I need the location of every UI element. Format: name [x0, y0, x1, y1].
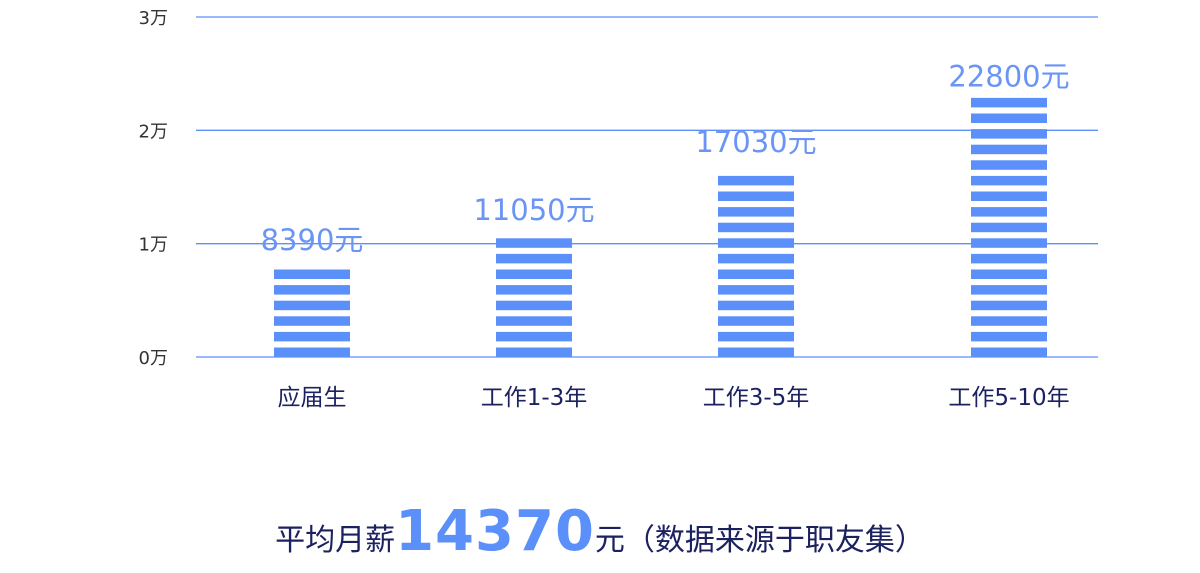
bar — [718, 175, 794, 357]
data-label: 8390元 — [261, 223, 364, 257]
bar-stripe — [718, 300, 794, 311]
data-label: 17030元 — [695, 125, 816, 159]
x-category-label: 工作5-10年 — [948, 385, 1069, 411]
bar-stripe — [496, 316, 572, 326]
bar-stripe — [496, 331, 572, 342]
bar-stripe — [971, 253, 1047, 264]
bar-stripe — [971, 144, 1047, 155]
bar-stripe — [718, 285, 794, 295]
bar-stripe — [971, 191, 1047, 201]
x-category-label: 应届生 — [278, 385, 347, 411]
bar-stripe — [971, 207, 1047, 217]
bar-stripe — [274, 300, 350, 311]
footer-suffix: 元（数据来源于职友集） — [594, 523, 925, 558]
y-tick-label: 2万 — [139, 121, 168, 142]
bar-stripe — [971, 300, 1047, 311]
bar-stripe — [971, 316, 1047, 326]
bar-stripe — [718, 331, 794, 342]
bar-stripe — [718, 269, 794, 279]
bar-stripe — [274, 316, 350, 326]
bar-stripe — [971, 331, 1047, 342]
bar-stripe — [971, 97, 1047, 108]
average-salary-note: 平均月薪14370元（数据来源于职友集） — [0, 500, 1200, 573]
bar-stripe — [971, 113, 1047, 123]
footer-prefix: 平均月薪 — [275, 523, 396, 558]
bar-stripe — [496, 347, 572, 357]
y-tick-label: 1万 — [139, 235, 168, 256]
bar-stripe — [971, 129, 1047, 139]
bar-stripe — [718, 222, 794, 233]
bar-stripe — [971, 238, 1047, 248]
bar-stripe — [274, 269, 350, 279]
bar-stripe — [971, 269, 1047, 279]
bar — [496, 238, 572, 357]
bar — [971, 97, 1047, 357]
bar-stripe — [274, 331, 350, 342]
bar-stripe — [718, 175, 794, 186]
x-category-label: 工作3-5年 — [703, 385, 810, 411]
bar-stripe — [971, 222, 1047, 233]
x-category-label: 工作1-3年 — [481, 385, 588, 411]
bar-stripe — [718, 347, 794, 357]
bar-stripe — [496, 238, 572, 248]
bar-stripe — [496, 253, 572, 264]
bar-stripe — [496, 300, 572, 311]
average-salary-amount: 14370 — [395, 499, 595, 564]
bar-stripe — [718, 253, 794, 264]
bar-stripe — [718, 191, 794, 201]
y-tick-label: 3万 — [139, 8, 168, 29]
bar-stripe — [971, 160, 1047, 170]
bar-stripe — [496, 285, 572, 295]
bar-stripe — [496, 269, 572, 279]
bar-stripe — [718, 316, 794, 326]
bar-stripe — [718, 238, 794, 248]
bar-stripe — [274, 285, 350, 295]
bar-stripe — [971, 175, 1047, 186]
data-label: 11050元 — [473, 193, 594, 227]
bar-stripe — [274, 347, 350, 357]
bar-stripe — [971, 347, 1047, 357]
y-tick-label: 0万 — [139, 348, 168, 369]
bar-stripe — [718, 207, 794, 217]
bar-stripe — [971, 285, 1047, 295]
bar — [274, 269, 350, 357]
data-label: 22800元 — [948, 60, 1069, 94]
